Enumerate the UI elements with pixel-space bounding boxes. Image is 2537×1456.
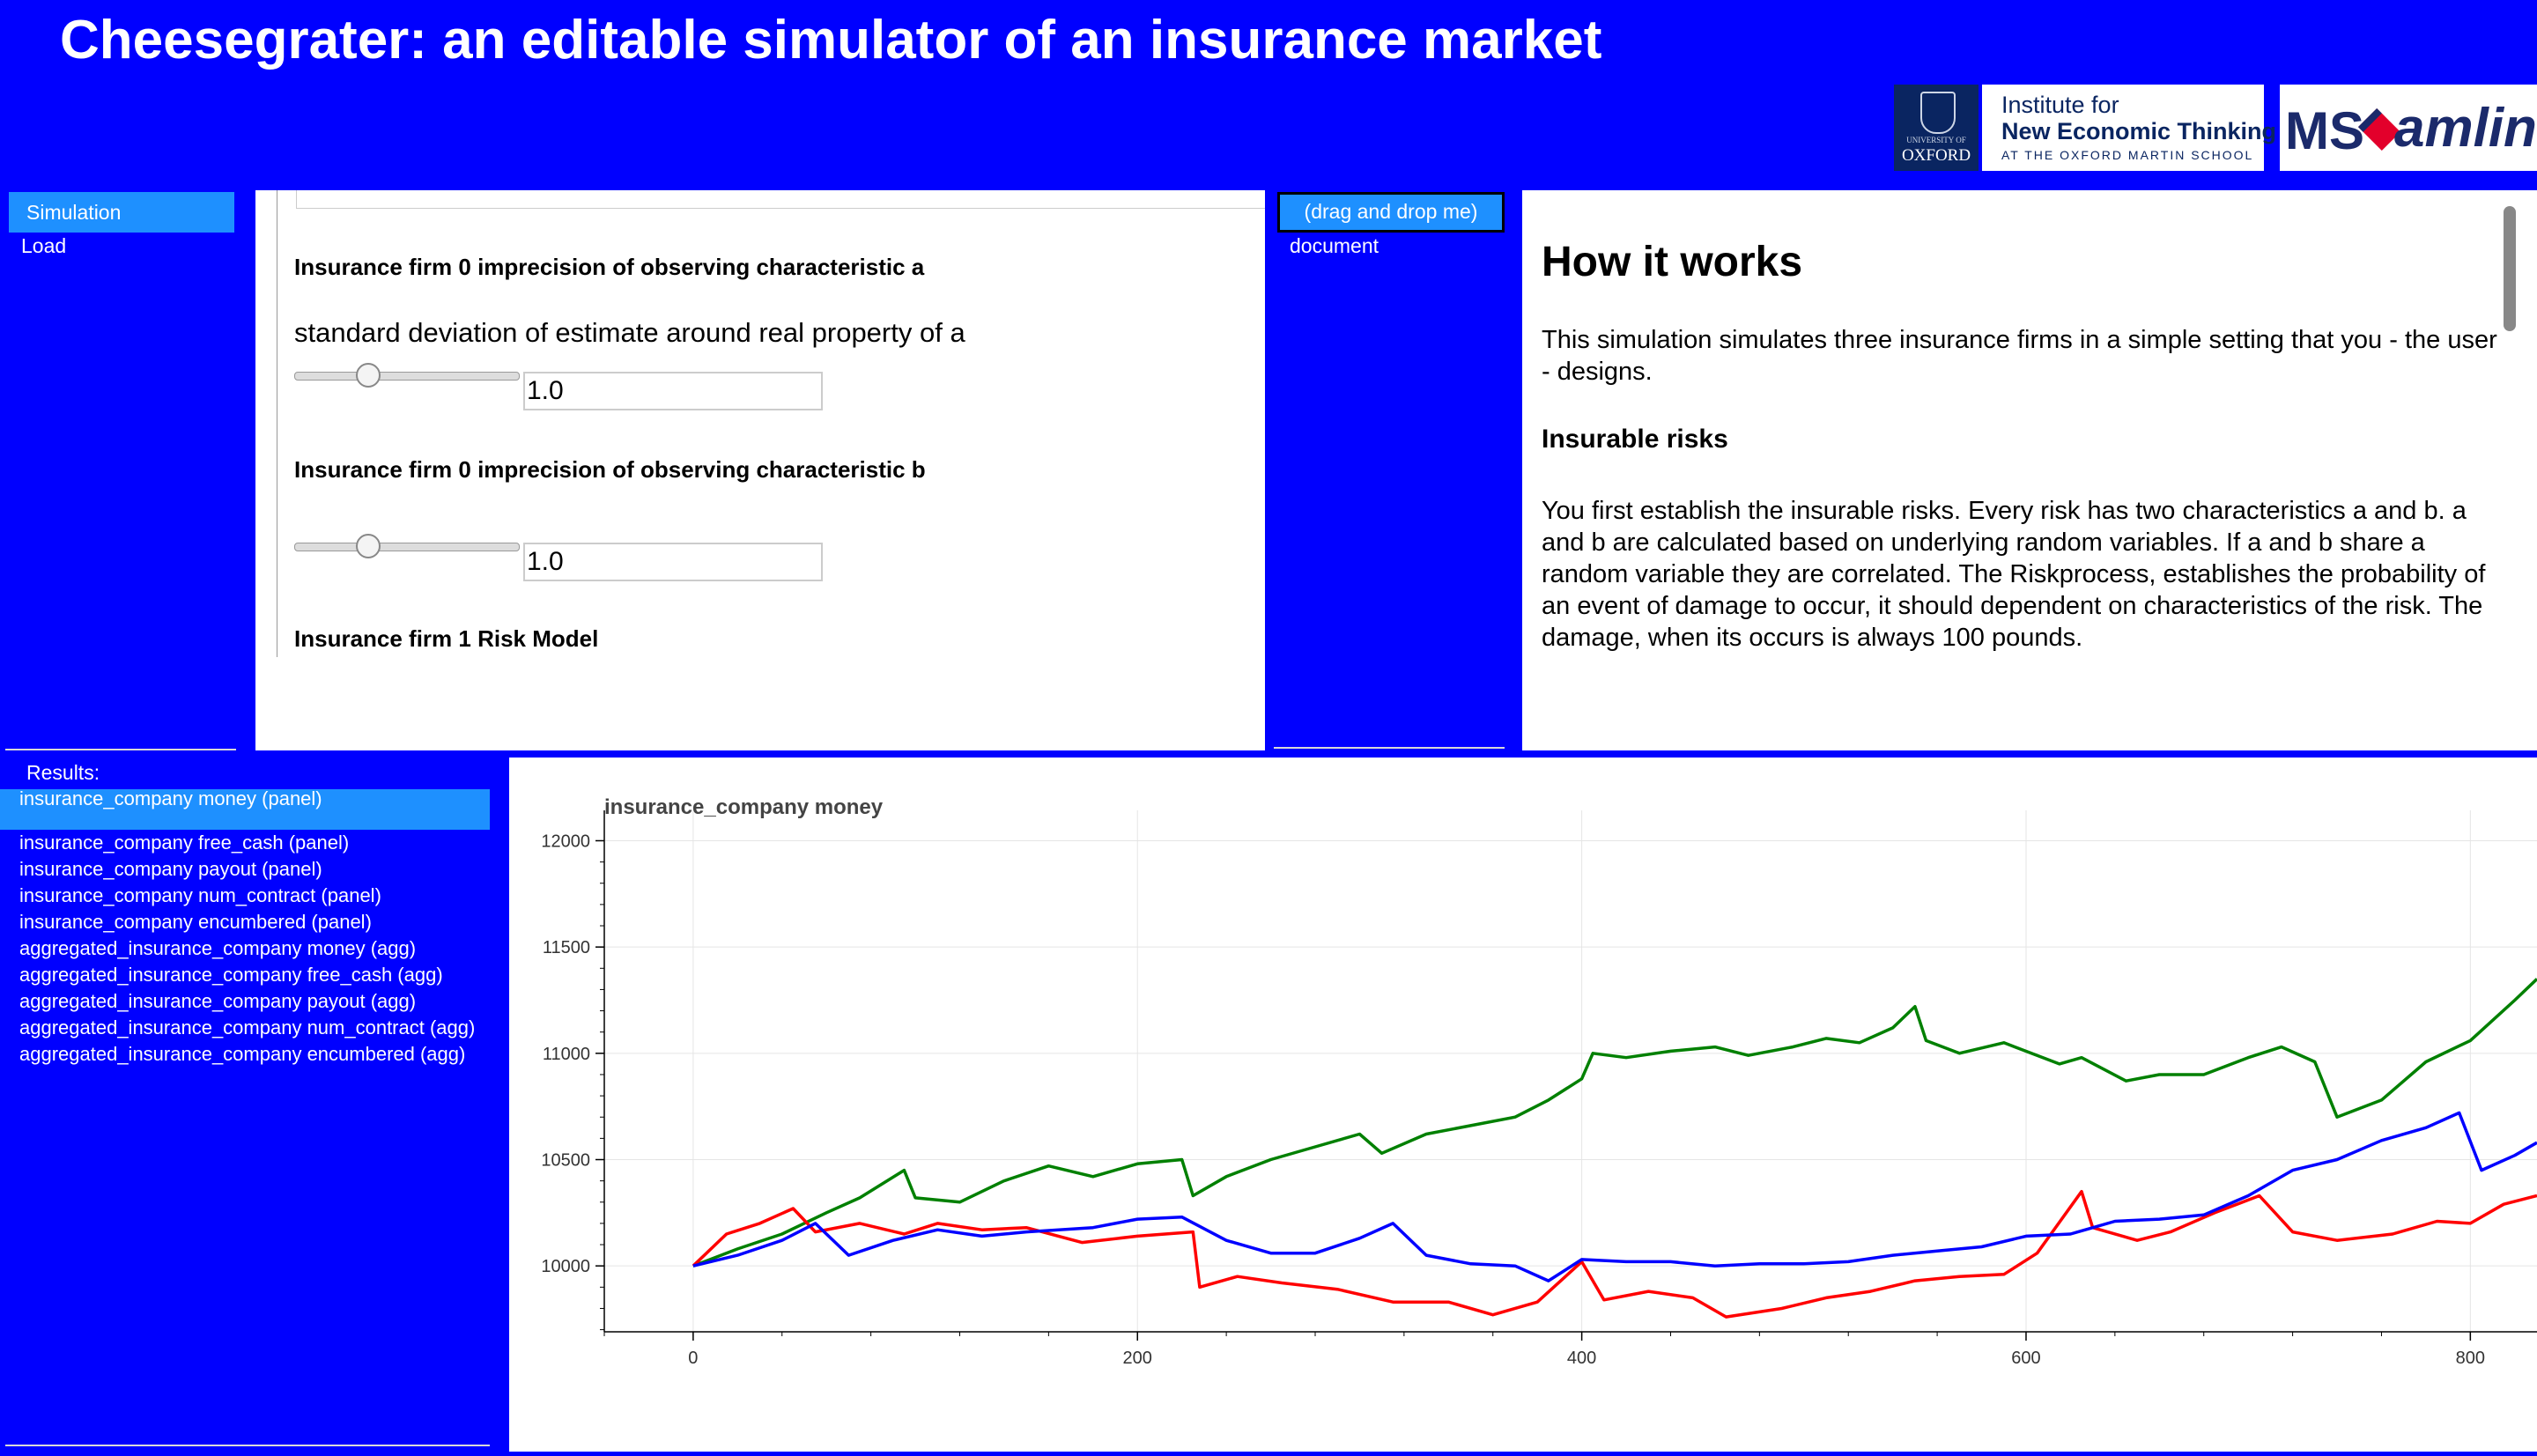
results-divider — [5, 749, 236, 750]
inet-logo-line2: New Economic Thinking — [2001, 118, 2277, 144]
doc-scrollbar[interactable] — [2504, 206, 2516, 331]
tab-simulation[interactable]: Simulation — [9, 192, 234, 233]
y-tick-label: 11500 — [543, 938, 590, 957]
results-item[interactable]: aggregated_insurance_company payout (agg… — [19, 990, 417, 1012]
setting-label-next: Insurance firm 1 Risk Model — [294, 625, 599, 652]
y-tick-label: 12000 — [541, 831, 590, 851]
tab-load[interactable]: Load — [21, 234, 67, 257]
x-tick-label: 200 — [1123, 1349, 1152, 1368]
oxford-logo: UNIVERSITY OF OXFORD — [1894, 85, 1979, 171]
chart-panel[interactable]: insurance_company money 10000 10500 11000 11… — [509, 758, 2537, 1452]
settings-previous-input[interactable] — [296, 190, 1265, 209]
doc-body: You first establish the insurable risks.… — [1542, 497, 2486, 652]
y-tick-label: 10500 — [541, 1151, 590, 1171]
oxford-logo-small-text: UNIVERSITY OF — [1906, 136, 1966, 144]
page-title: Cheesegrater: an editable simulator of a… — [60, 10, 1602, 70]
results-item[interactable]: insurance_company money (panel) — [19, 787, 322, 809]
setting-desc-a: standard deviation of estimate around re… — [294, 317, 965, 348]
series-line-0 — [692, 978, 2537, 1268]
results-item[interactable]: aggregated_insurance_company money (agg) — [19, 937, 417, 959]
slider-b-track[interactable] — [294, 543, 520, 551]
slider-a-handle[interactable] — [355, 363, 381, 388]
setting-label-b: Insurance firm 0 imprecision of observin… — [294, 456, 926, 483]
results-item[interactable]: insurance_company free_cash (panel) — [19, 831, 350, 854]
inet-logo-line3: AT THE OXFORD MARTIN SCHOOL — [2001, 148, 2254, 162]
drag-and-drop-button[interactable]: (drag and drop me) — [1277, 192, 1505, 233]
results-item[interactable]: aggregated_insurance_company num_contrac… — [19, 1016, 476, 1038]
slider-b-handle[interactable] — [355, 534, 381, 558]
x-tick-label: 600 — [2011, 1349, 2040, 1368]
results-bottom-divider — [5, 1445, 490, 1446]
y-tick-label: 11000 — [543, 1045, 590, 1064]
series-line-1 — [692, 1189, 2537, 1319]
doc-tabs-divider — [1274, 747, 1505, 749]
oxford-logo-text: OXFORD — [1901, 146, 1971, 165]
inet-logo-line1: Institute for — [2001, 92, 2119, 118]
results-item[interactable]: insurance_company encumbered (panel) — [19, 911, 372, 933]
ms-amlin-logo-amlin: amlin — [2394, 98, 2537, 159]
doc-subheading: Insurable risks — [1542, 425, 1728, 454]
inet-logo: Institute for New Economic Thinking AT T… — [1982, 85, 2276, 171]
oxford-crest-icon — [1920, 92, 1956, 134]
x-tick-label: 0 — [688, 1349, 698, 1368]
x-tick-label: 400 — [1567, 1349, 1596, 1368]
x-tick-label: 800 — [2456, 1349, 2485, 1368]
slider-a-track[interactable] — [294, 372, 520, 381]
results-item[interactable]: aggregated_insurance_company encumbered … — [19, 1043, 466, 1065]
results-list[interactable]: insurance_company money (panel) insuranc… — [0, 0, 490, 1452]
results-item[interactable]: aggregated_insurance_company free_cash (… — [19, 964, 443, 986]
money-chart[interactable]: insurance_company money 10000 10500 11000 11… — [509, 758, 2537, 1452]
value-b-input[interactable]: 1.0 — [523, 543, 823, 581]
settings-panel[interactable]: Insurance firm 0 imprecision of observin… — [255, 190, 1265, 750]
doc-heading: How it works — [1542, 239, 1803, 285]
results-label: Results: — [26, 761, 100, 784]
doc-intro: This simulation simulates three insuranc… — [1542, 326, 2497, 386]
results-item[interactable]: insurance_company payout (panel) — [19, 858, 322, 880]
series-line-2 — [692, 1111, 2537, 1282]
setting-label-a: Insurance firm 0 imprecision of observin… — [294, 254, 925, 280]
results-item[interactable]: insurance_company num_contract (panel) — [19, 884, 381, 906]
documentation-panel[interactable]: How it works This simulation simulates t… — [1522, 190, 2537, 750]
ms-amlin-logo-ms: MS — [2285, 101, 2364, 160]
tab-document[interactable]: document — [1290, 234, 1379, 257]
results-selected-highlight — [0, 789, 490, 830]
y-tick-label: 10000 — [541, 1257, 590, 1276]
value-a-input[interactable]: 1.0 — [523, 372, 823, 410]
ms-amlin-logo: MS amlin — [2280, 85, 2537, 171]
chart-title: insurance_company money — [604, 795, 884, 819]
